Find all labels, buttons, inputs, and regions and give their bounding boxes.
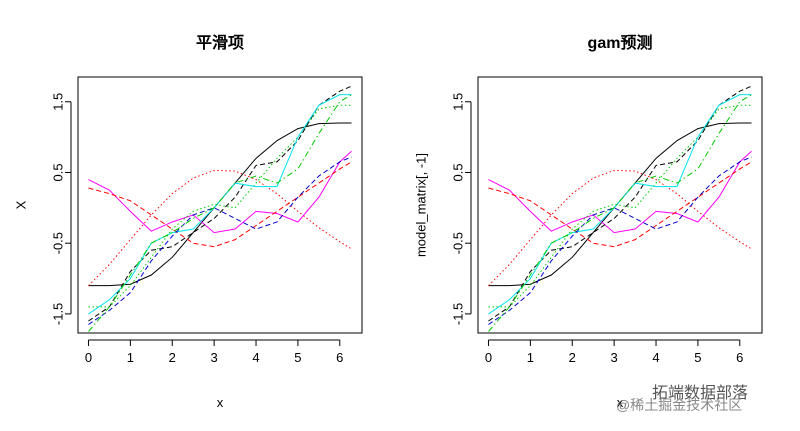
x-tick-label: 0 [85,350,92,365]
series-line [488,169,752,286]
series-line [88,122,352,287]
series-line [88,104,352,308]
series-line [88,85,352,322]
y-tick-label: 0.5 [451,163,466,181]
y-tick-label: 0.5 [51,163,66,181]
series-line [88,150,352,234]
series-line [488,150,752,234]
x-tick-label: 6 [736,350,743,365]
x-tick-label: 6 [336,350,343,365]
chart-title: 平滑项 [196,34,244,52]
watermark-brand: 拓端数据部落 [652,384,748,402]
series-line [488,94,752,332]
x-tick-label: 0 [485,350,492,365]
series-line [88,161,352,248]
series-line [88,156,352,325]
series-line [488,156,752,325]
series-line [88,94,352,315]
x-tick-label: 2 [569,350,576,365]
x-tick-label: 2 [169,350,176,365]
x-tick-label: 4 [252,350,259,365]
y-axis-label: model_matrix[, -1] [414,153,429,257]
y-axis-label: X [14,200,29,209]
series-line [88,94,352,332]
x-tick-label: 3 [211,350,218,365]
x-tick-label: 5 [694,350,701,365]
x-tick-label: 1 [127,350,134,365]
y-tick-label: -1.5 [51,303,66,325]
watermark-site: @稀土掘金技术社区 [616,397,742,413]
series-line [88,169,352,286]
y-tick-label: -1.5 [451,303,466,325]
series-line [488,94,752,315]
x-tick-label: 3 [611,350,618,365]
y-tick-label: 1.5 [451,93,466,111]
x-tick-label: 4 [652,350,659,365]
plot-frame [477,76,763,334]
x-tick-label: 1 [527,350,534,365]
plot-frame [77,76,363,334]
series-line [488,161,752,248]
chart-title: gam预测 [588,33,653,52]
series-line [488,122,752,287]
y-tick-label: 1.5 [51,93,66,111]
x-axis-label: x [617,395,624,410]
y-tick-label: -0.5 [51,232,66,254]
x-tick-label: 5 [294,350,301,365]
series-line [488,104,752,308]
series-line [488,85,752,322]
x-axis-label: x [217,395,224,410]
y-tick-label: -0.5 [451,232,466,254]
